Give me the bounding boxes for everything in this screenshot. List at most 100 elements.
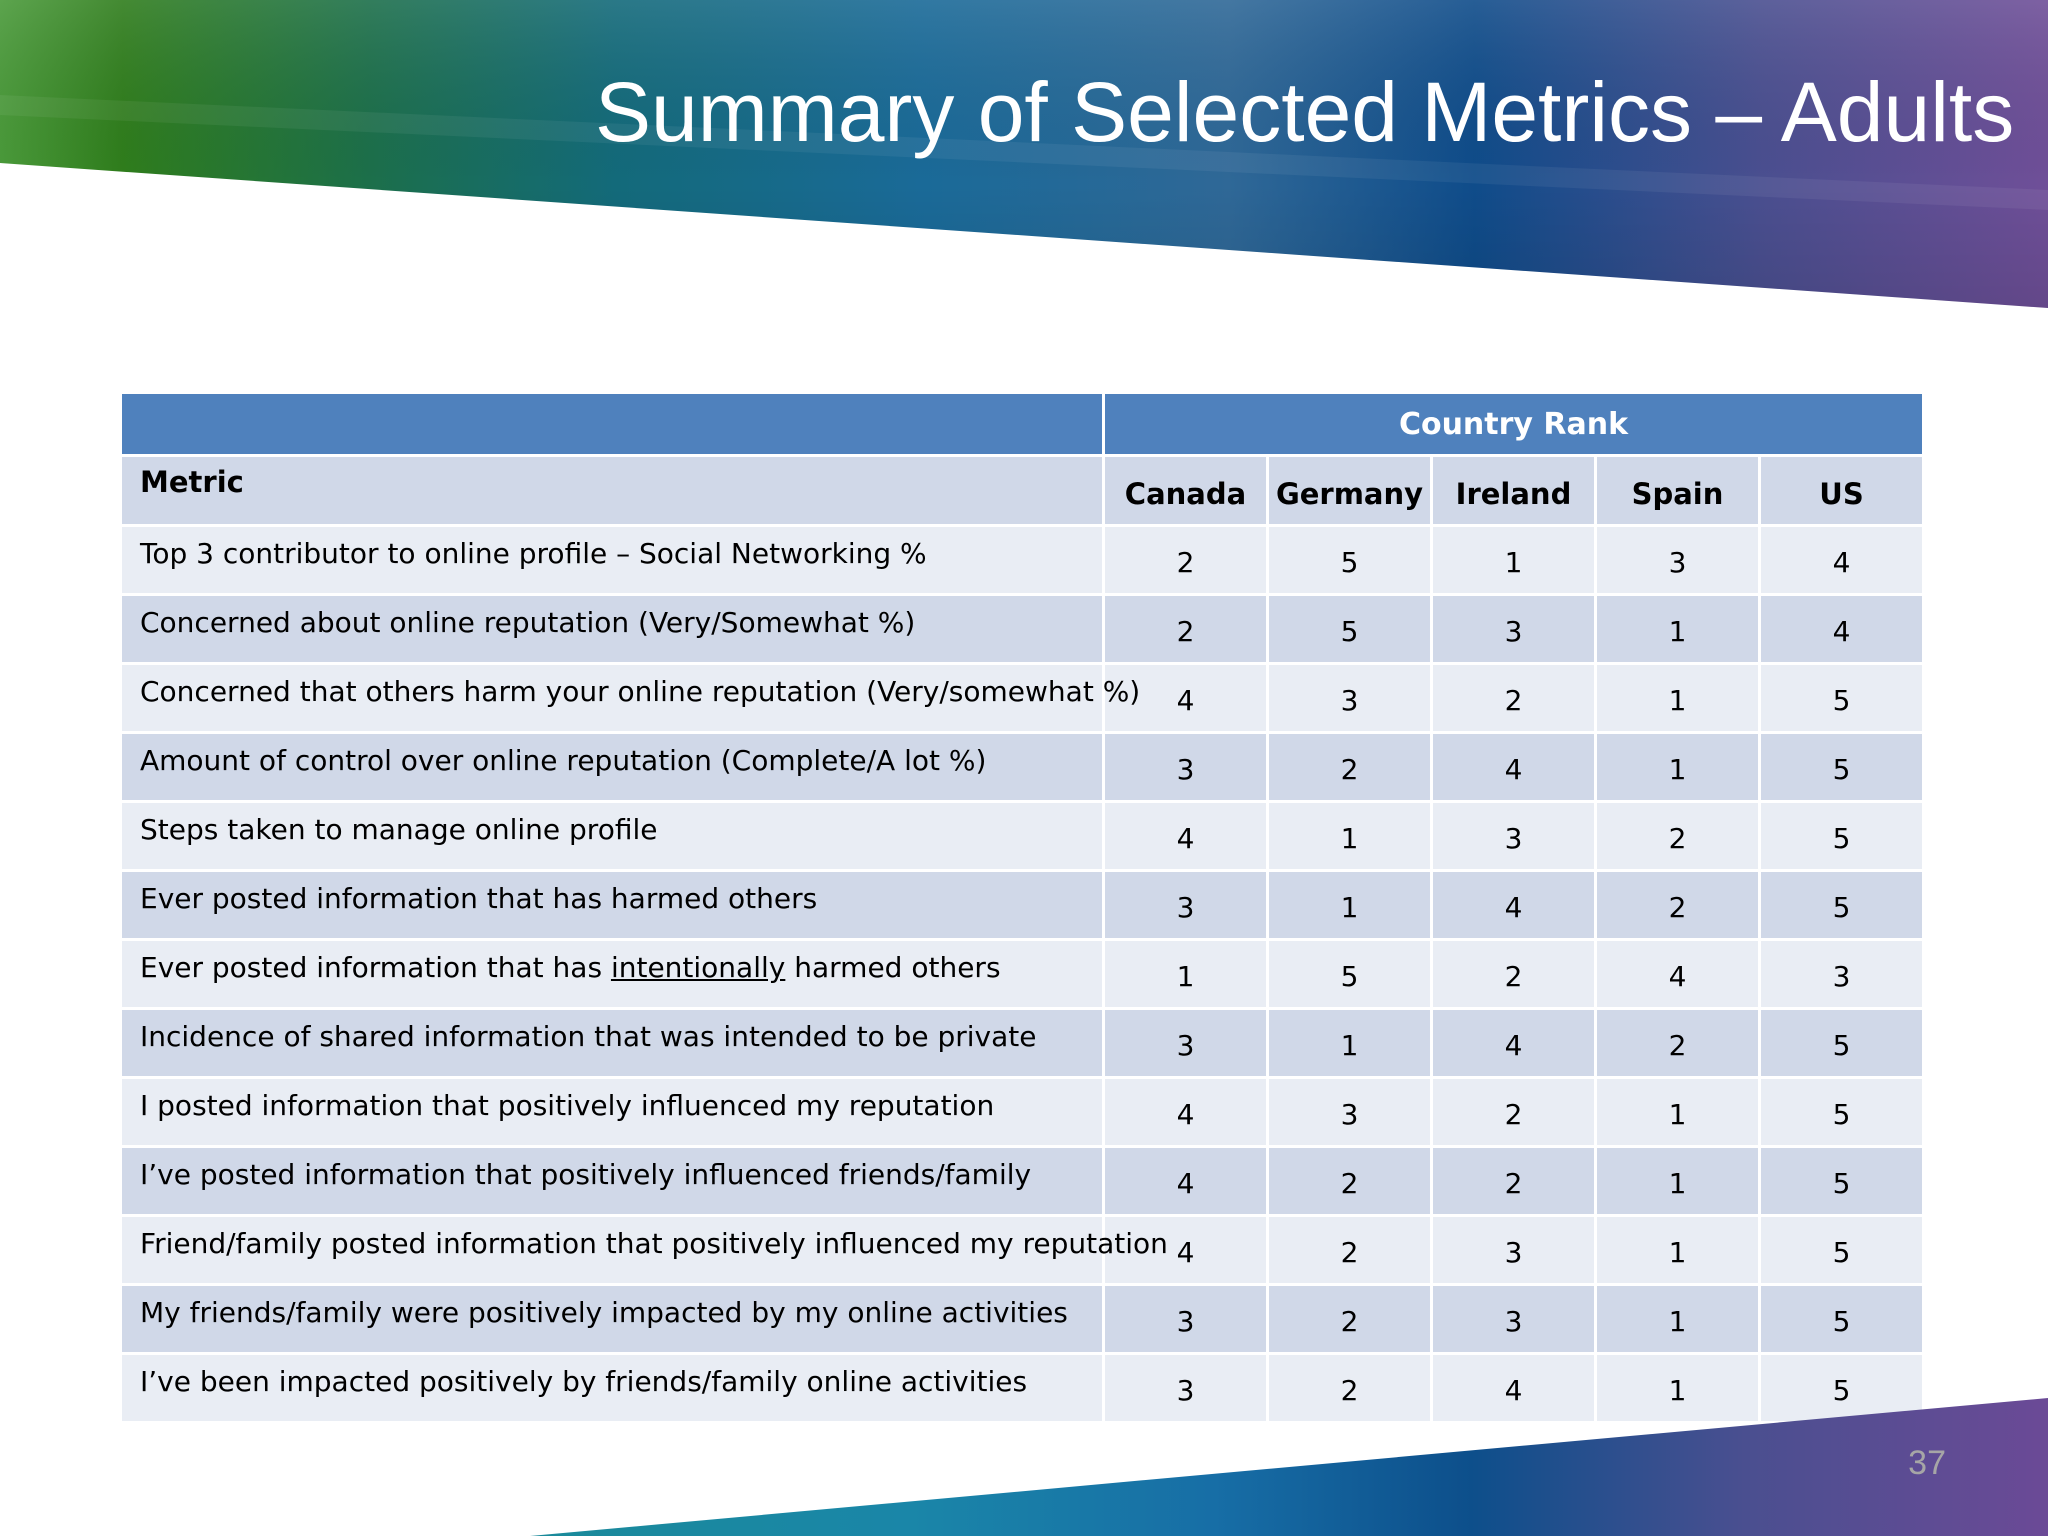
rank-germany: 2 [1269,1286,1430,1352]
rank-ireland: 3 [1433,803,1594,869]
metric-label-text-end: harmed others [785,951,1001,984]
rank-spain: 4 [1597,941,1758,1007]
rank-canada: 3 [1105,734,1266,800]
page-number: 37 [1908,1444,1946,1482]
metric-label: Amount of control over online reputation… [122,734,1102,800]
rank-ireland: 1 [1433,527,1594,593]
rank-us: 5 [1761,734,1923,800]
rank-germany: 3 [1269,1079,1430,1145]
rank-canada: 4 [1105,665,1266,731]
table-row: Steps taken to manage online profile 4 1… [122,803,1923,869]
rank-canada: 3 [1105,1286,1266,1352]
rank-spain: 3 [1597,527,1758,593]
rank-us: 5 [1761,803,1923,869]
rank-germany: 5 [1269,527,1430,593]
table-row: Concerned that others harm your online r… [122,665,1923,731]
rank-ireland: 4 [1433,734,1594,800]
rank-germany: 1 [1269,872,1430,938]
rank-canada: 3 [1105,1010,1266,1076]
metric-label: Steps taken to manage online profile [122,803,1102,869]
metrics-table-container: Country Rank Metric Canada Germany Irela… [119,391,1925,1424]
metric-label: I’ve posted information that positively … [122,1148,1102,1214]
rank-us: 5 [1761,1286,1923,1352]
rank-ireland: 4 [1433,872,1594,938]
rank-germany: 2 [1269,1148,1430,1214]
slide-title: Summary of Selected Metrics – Adults [595,65,2015,159]
metric-label: Concerned about online reputation (Very/… [122,596,1102,662]
rank-ireland: 4 [1433,1010,1594,1076]
rank-canada: 4 [1105,1079,1266,1145]
rank-us: 5 [1761,665,1923,731]
rank-germany: 1 [1269,1010,1430,1076]
rank-ireland: 3 [1433,596,1594,662]
table-group-header-row: Country Rank [122,394,1923,454]
table-row: Incidence of shared information that was… [122,1010,1923,1076]
rank-us: 3 [1761,941,1923,1007]
rank-spain: 1 [1597,1355,1758,1421]
rank-us: 5 [1761,872,1923,938]
rank-ireland: 3 [1433,1217,1594,1283]
metric-label: My friends/family were positively impact… [122,1286,1102,1352]
rank-us: 5 [1761,1079,1923,1145]
table-row: I posted information that positively inf… [122,1079,1923,1145]
rank-germany: 5 [1269,941,1430,1007]
metric-label: Ever posted information that has harmed … [122,872,1102,938]
rank-canada: 4 [1105,1217,1266,1283]
rank-canada: 4 [1105,803,1266,869]
metric-label-emphasis: intentionally [610,951,786,984]
metric-label: Concerned that others harm your online r… [122,665,1140,731]
rank-spain: 2 [1597,1010,1758,1076]
rank-ireland: 2 [1433,941,1594,1007]
rank-ireland: 4 [1433,1355,1594,1421]
table-row: Amount of control over online reputation… [122,734,1923,800]
metric-column-header: Metric [122,457,1102,524]
group-header-spacer [122,394,1102,454]
metric-label-text: Ever posted information that has [140,951,611,984]
rank-canada: 3 [1105,872,1266,938]
rank-canada: 2 [1105,527,1266,593]
table-row: Friend/family posted information that po… [122,1217,1923,1283]
table-row: I’ve been impacted positively by friends… [122,1355,1923,1421]
metric-label: Ever posted information that has intenti… [122,941,1102,1007]
table-row: Ever posted information that has harmed … [122,872,1923,938]
rank-germany: 2 [1269,1217,1430,1283]
rank-germany: 2 [1269,734,1430,800]
bottom-banner-graphic [530,1398,2048,1536]
rank-spain: 1 [1597,734,1758,800]
rank-ireland: 2 [1433,1079,1594,1145]
rank-germany: 3 [1269,665,1430,731]
rank-spain: 1 [1597,1217,1758,1283]
table-column-header-row: Metric Canada Germany Ireland Spain US [122,457,1923,524]
rank-spain: 2 [1597,872,1758,938]
rank-canada: 3 [1105,1355,1266,1421]
rank-canada: 2 [1105,596,1266,662]
column-header-canada: Canada [1105,457,1266,524]
rank-us: 4 [1761,527,1923,593]
metric-label: Top 3 contributor to online profile – So… [122,527,1102,593]
rank-ireland: 2 [1433,1148,1594,1214]
metric-label: Friend/family posted information that po… [122,1217,1168,1283]
rank-spain: 1 [1597,1079,1758,1145]
rank-spain: 1 [1597,665,1758,731]
rank-spain: 2 [1597,803,1758,869]
metric-label: I posted information that positively inf… [122,1079,1102,1145]
rank-spain: 1 [1597,1286,1758,1352]
rank-us: 5 [1761,1148,1923,1214]
rank-canada: 4 [1105,1148,1266,1214]
column-header-us: US [1761,457,1923,524]
rank-us: 4 [1761,596,1923,662]
country-rank-header: Country Rank [1105,394,1923,454]
rank-germany: 2 [1269,1355,1430,1421]
rank-germany: 5 [1269,596,1430,662]
table-row: Top 3 contributor to online profile – So… [122,527,1923,593]
rank-spain: 1 [1597,1148,1758,1214]
rank-us: 5 [1761,1217,1923,1283]
table-row: Concerned about online reputation (Very/… [122,596,1923,662]
metric-label: I’ve been impacted positively by friends… [122,1355,1102,1421]
rank-canada: 1 [1105,941,1266,1007]
table-row: Ever posted information that has intenti… [122,941,1923,1007]
metric-label: Incidence of shared information that was… [122,1010,1102,1076]
column-header-germany: Germany [1269,457,1430,524]
rank-ireland: 2 [1433,665,1594,731]
metrics-table: Country Rank Metric Canada Germany Irela… [119,391,1925,1424]
